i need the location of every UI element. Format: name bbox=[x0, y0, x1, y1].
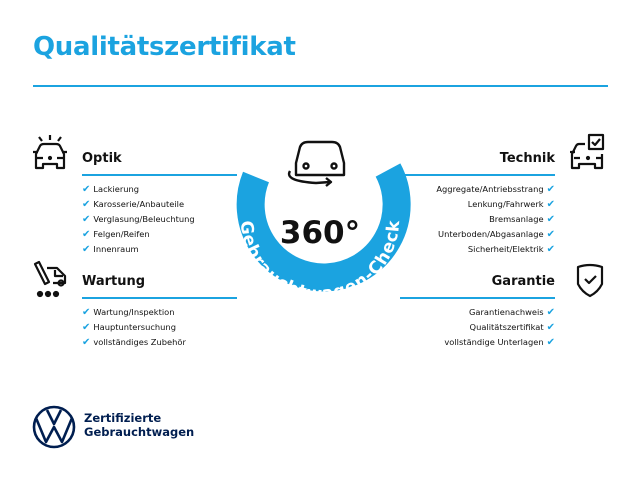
check-icon: ✔ bbox=[546, 307, 555, 318]
section-technik: Technik Aggregate/Antriebsstrang ✔ Lenkun… bbox=[400, 151, 555, 257]
check-icon: ✔ bbox=[82, 244, 91, 255]
list-item: ✔ Wartung/Inspektion bbox=[82, 307, 175, 318]
section-title: Optik bbox=[82, 151, 122, 166]
check-icon: ✔ bbox=[82, 322, 91, 333]
section-divider bbox=[400, 174, 555, 176]
section-garantie: Garantie Garantienachweis ✔ Qualitätszert… bbox=[400, 274, 555, 350]
section-title: Technik bbox=[499, 151, 555, 166]
check-icon: ✔ bbox=[546, 229, 555, 240]
ring-arc bbox=[236, 163, 411, 292]
check-icon: ✔ bbox=[82, 229, 91, 240]
section-wartung: Wartung ✔ Wartung/Inspektion ✔ Hauptunters… bbox=[82, 274, 237, 350]
car-lights-icon bbox=[33, 135, 67, 170]
page-title: Qualitätszertifikat bbox=[33, 32, 296, 62]
list-item: ✔ Lackierung bbox=[82, 184, 140, 195]
check-icon: ✔ bbox=[546, 322, 555, 333]
check-icon: ✔ bbox=[82, 199, 91, 210]
list-item: Sicherheit/Elektrik ✔ bbox=[467, 244, 555, 255]
check-icon: ✔ bbox=[546, 199, 555, 210]
check-icon: ✔ bbox=[546, 337, 555, 348]
list-item: Lenkung/Fahrwerk ✔ bbox=[467, 199, 555, 210]
check-icon: ✔ bbox=[82, 337, 91, 348]
brand-text: Zertifizierte Gebrauchtwagen bbox=[84, 411, 195, 439]
maintenance-tools-icon bbox=[33, 260, 67, 298]
section-title: Wartung bbox=[82, 274, 146, 289]
list-item: Qualitätszertifikat ✔ bbox=[469, 322, 555, 333]
title-divider bbox=[33, 85, 608, 87]
list-item: Aggregate/Antriebsstrang ✔ bbox=[436, 184, 555, 195]
check-icon: ✔ bbox=[546, 244, 555, 255]
list-item: ✔ Hauptuntersuchung bbox=[82, 322, 176, 333]
360-check-badge: Gebrauchtwagen-Check 360° bbox=[236, 140, 411, 304]
check-icon: ✔ bbox=[82, 214, 91, 225]
section-divider bbox=[400, 297, 555, 299]
check-icon: ✔ bbox=[546, 184, 555, 195]
list-item: Garantienachweis ✔ bbox=[468, 307, 555, 318]
car-rotate-icon bbox=[287, 140, 346, 187]
list-item: vollständige Unterlagen ✔ bbox=[444, 337, 555, 348]
check-icon: ✔ bbox=[546, 214, 555, 225]
list-item: ✔ Karosserie/Anbauteile bbox=[82, 199, 185, 210]
list-item: ✔ Verglasung/Beleuchtung bbox=[82, 214, 195, 225]
vw-logo bbox=[32, 405, 76, 449]
check-icon: ✔ bbox=[82, 307, 91, 318]
section-title: Garantie bbox=[491, 274, 555, 289]
section-optik: Optik ✔ Lackierung ✔ Karosserie/Anbauteile… bbox=[82, 151, 237, 257]
section-divider bbox=[82, 174, 237, 176]
list-item: Unterboden/Abgasanlage ✔ bbox=[438, 229, 555, 240]
list-item: Bremsanlage ✔ bbox=[489, 214, 555, 225]
section-divider bbox=[82, 297, 237, 299]
check-icon: ✔ bbox=[82, 184, 91, 195]
car-checkbox-icon bbox=[570, 133, 605, 170]
list-item: ✔ Felgen/Reifen bbox=[82, 229, 150, 240]
degrees-label: 360° bbox=[280, 215, 360, 251]
list-item: ✔ vollständiges Zubehör bbox=[82, 337, 186, 348]
list-item: ✔ Innenraum bbox=[82, 244, 139, 255]
shield-check-icon bbox=[576, 263, 604, 298]
